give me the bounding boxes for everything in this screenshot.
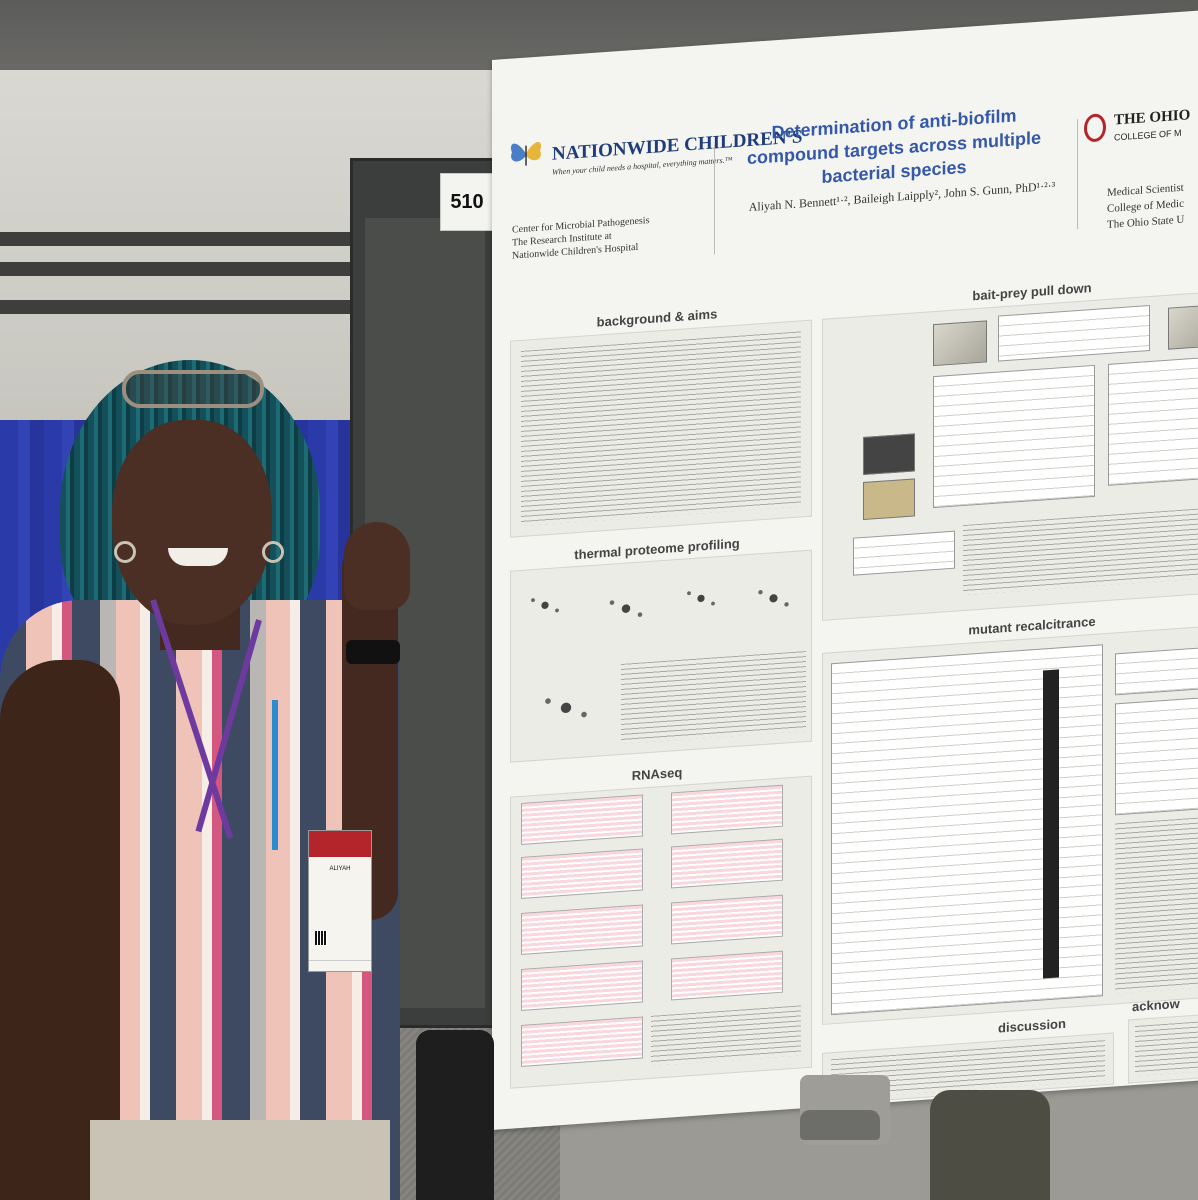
presenter-pants (90, 1120, 390, 1200)
presenter-face (112, 420, 272, 625)
mutant-section (822, 624, 1198, 1025)
background-passerby-shoe (800, 1110, 880, 1140)
header-divider (1077, 119, 1078, 230)
badge-name: ALIYAH (329, 866, 351, 872)
header-divider (714, 144, 715, 255)
osu-department: Medical Scientist College of Medic The O… (1107, 181, 1185, 231)
tpp-section (510, 549, 812, 763)
pulldown-section (822, 290, 1198, 621)
institution-text: Center for Microbial Pathogenesis The Re… (512, 214, 650, 262)
rnaseq-section (510, 775, 812, 1089)
sunglasses-icon (122, 370, 264, 408)
poster-header: NATIONWIDE CHILDREN'S When your child ne… (492, 50, 1198, 290)
booth-number-sign: 510 (440, 173, 494, 231)
earring-icon (262, 541, 284, 563)
wristwatch-icon (346, 640, 400, 664)
wall-trim (0, 262, 420, 276)
presenter-hand (344, 522, 410, 610)
osu-logo-subtext: COLLEGE OF M (1114, 127, 1182, 143)
badge-footer (309, 960, 371, 971)
presenter-smile (168, 548, 228, 566)
acknowledgements-section (1128, 1013, 1198, 1084)
background-passerby (930, 1090, 1050, 1200)
poster-tube-bag (416, 1030, 494, 1200)
qr-code-icon (315, 931, 327, 945)
badge-header (309, 831, 371, 857)
earring-icon (114, 541, 136, 563)
butterfly-icon (511, 142, 541, 166)
wall-trim (0, 300, 380, 314)
lanyard (272, 700, 278, 850)
presenter-left-arm-front (0, 660, 120, 1200)
osu-logo-icon (1084, 113, 1106, 143)
background-section (510, 319, 812, 538)
name-badge: ALIYAH (308, 830, 372, 972)
research-poster: NATIONWIDE CHILDREN'S When your child ne… (492, 9, 1198, 1130)
osu-logo-text: THE OHIO (1114, 107, 1191, 129)
